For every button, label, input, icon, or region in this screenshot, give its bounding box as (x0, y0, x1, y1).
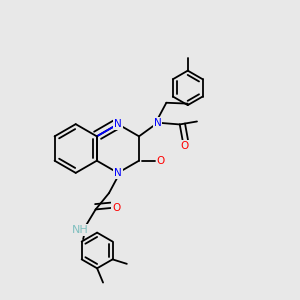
Text: N: N (114, 119, 122, 129)
Text: O: O (180, 141, 188, 151)
Text: O: O (112, 203, 121, 213)
Text: NH: NH (71, 225, 88, 235)
Text: N: N (154, 118, 161, 128)
Text: N: N (114, 168, 122, 178)
Text: O: O (157, 156, 165, 166)
